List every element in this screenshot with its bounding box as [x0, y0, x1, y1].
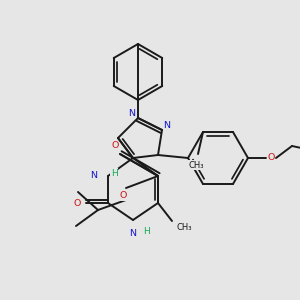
Text: N: N	[130, 230, 136, 238]
Text: O: O	[73, 199, 81, 208]
Text: N: N	[91, 172, 98, 181]
Text: N: N	[164, 122, 170, 130]
Text: CH₃: CH₃	[176, 223, 192, 232]
Text: N: N	[128, 110, 136, 118]
Text: H: H	[111, 169, 117, 178]
Text: O: O	[267, 154, 275, 163]
Text: CH₃: CH₃	[188, 160, 204, 169]
Text: H: H	[144, 226, 150, 236]
Text: O: O	[111, 142, 119, 151]
Text: O: O	[119, 191, 127, 200]
